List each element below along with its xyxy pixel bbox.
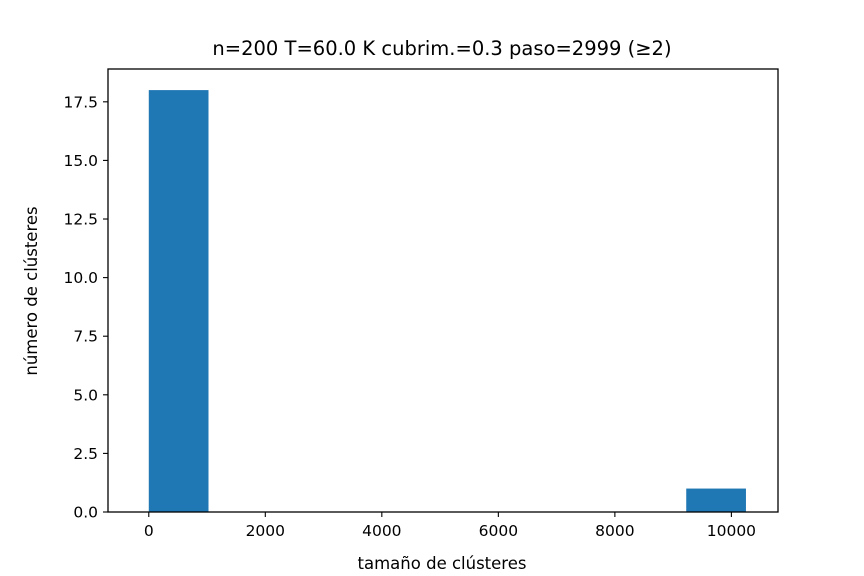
- x-tick-label: 8000: [595, 522, 634, 540]
- y-axis-ticks: 0.0 2.5 5.0 7.5 10.0 12.5 15.0 17.5: [63, 93, 108, 522]
- y-tick-label: 2.5: [73, 445, 98, 463]
- x-tick-label: 10000: [707, 522, 756, 540]
- x-tick-label: 6000: [479, 522, 518, 540]
- y-tick-label: 7.5: [73, 328, 98, 346]
- x-axis-ticks: 0 2000 4000 6000 8000 10000: [144, 512, 756, 540]
- y-tick-label: 15.0: [63, 152, 98, 170]
- y-tick-label: 5.0: [73, 386, 98, 404]
- bars-group: [148, 90, 746, 512]
- plot-frame: [107, 68, 779, 513]
- chart-title: n=200 T=60.0 K cubrim.=0.3 paso=2999 (≥2…: [212, 37, 671, 60]
- y-axis-label: número de clústeres: [22, 206, 41, 375]
- y-tick-label: 17.5: [63, 93, 98, 111]
- y-tick-label: 12.5: [63, 211, 98, 229]
- x-axis-label: tamaño de clústeres: [358, 554, 527, 573]
- x-tick-label: 4000: [362, 522, 401, 540]
- x-tick-label: 0: [144, 522, 154, 540]
- histogram-bar: [148, 90, 209, 512]
- histogram-bar: [686, 488, 746, 512]
- y-tick-label: 10.0: [63, 269, 98, 287]
- x-tick-label: 2000: [246, 522, 285, 540]
- y-tick-label: 0.0: [73, 504, 98, 522]
